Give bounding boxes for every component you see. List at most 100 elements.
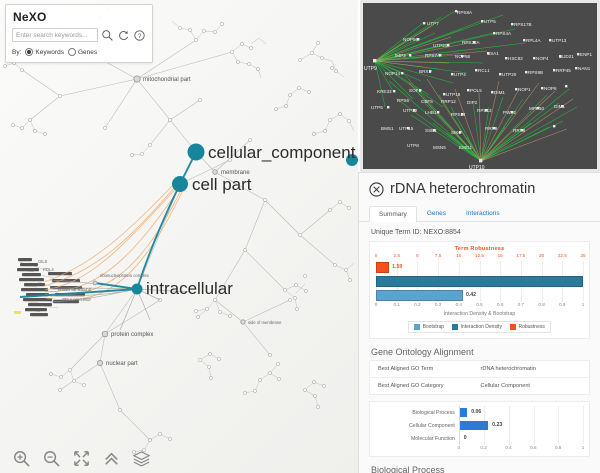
go-chart-bar (459, 408, 468, 417)
network-label-lhb1: DIM1 (554, 104, 565, 109)
go-term-value: rDNA heterochromatin (480, 366, 536, 372)
zoom-in-icon[interactable] (12, 449, 31, 468)
network-label-rps17b: RPS17B (514, 22, 532, 27)
network-label-brx1: BRX1 (419, 69, 431, 74)
chart-axis-bottom: 0 0.1 0.2 0.3 0.4 0.5 0.6 0.7 0.8 0.9 1 (375, 302, 585, 310)
section-title-go-alignment: Gene Ontology Alignment (371, 347, 474, 357)
search-by-label: By: (12, 48, 22, 56)
zoom-out-icon[interactable] (42, 449, 61, 468)
gridline (583, 419, 584, 432)
network-label-nop56: NOP56 (403, 37, 419, 42)
chart-xlabel: Interaction Density & Bootstrap (443, 311, 516, 317)
chart-bar-value: 0.42 (465, 292, 477, 298)
collapse-icon[interactable] (102, 449, 121, 468)
network-label-noc4: DIM1 (494, 90, 505, 95)
ontology-hub-nodes[interactable] (92, 75, 246, 366)
ontology-network-canvas[interactable]: cellular_component cell part intracellul… (0, 0, 358, 473)
go-axis-tick: 0.6 (530, 445, 537, 450)
chart-bar-bootstrap (376, 290, 463, 301)
go-axis-tick: 1 (581, 445, 585, 450)
close-icon[interactable] (369, 181, 384, 197)
fit-screen-icon[interactable] (72, 449, 91, 468)
radio-keywords-dot[interactable] (25, 48, 34, 56)
go-category-value: Cellular Component (480, 383, 530, 389)
network-label-sof1: UTP18 (446, 92, 461, 97)
network-label-utp13: UTP13 (552, 38, 567, 43)
network-label-bms1: BMS1 (381, 126, 394, 131)
go-chart-axis: 0 0.2 0.4 0.6 0.8 1 (457, 445, 585, 453)
search-by-row: By: Keywords Genes (12, 48, 146, 56)
axis-tick-bottom: 0.8 (538, 302, 545, 307)
network-nodes[interactable] (373, 10, 580, 163)
radio-genes-dot[interactable] (67, 48, 76, 56)
legend-label-interaction-density: Interaction Density (460, 324, 502, 330)
go-axis-tick: 0 (457, 445, 461, 450)
axis-tick-top: 15 (497, 253, 503, 258)
axis-tick-top: 7.5 (434, 253, 442, 258)
axis-tick-bottom: 0.3 (434, 302, 442, 307)
axis-tick-bottom: 0.9 (559, 302, 566, 307)
legend-item-bootstrap: Bootstrap (414, 324, 444, 330)
search-panel[interactable]: NeXO Enter search keywords... ? By: Keyw… (5, 4, 153, 63)
gridline (583, 406, 584, 419)
axis-tick-top: 2.5 (393, 253, 400, 258)
network-label-rpl4a: RPL4A (526, 38, 541, 43)
reset-icon[interactable] (117, 29, 130, 42)
ontology-leaf-clusters (3, 8, 355, 454)
network-label-utp21: UTP21 (433, 43, 448, 48)
axis-tick-top: 0 (374, 253, 378, 258)
layers-icon[interactable] (132, 449, 151, 468)
network-label-rrp6: RRP6 (513, 128, 526, 133)
network-label-rps8a: RPS8A (457, 10, 473, 15)
tab-interactions[interactable]: Interactions (465, 210, 500, 217)
ontology-graph[interactable]: cellular_component cell part intracellul… (0, 0, 358, 473)
go-chart-track: 0.23 (458, 419, 584, 432)
go-chart-value: 0.06 (471, 409, 482, 415)
network-node-labels: UTP9 UTP10 UTP7 RPS8A UTP5 RPS17B NOP56 … (364, 10, 592, 169)
legend-label-robustness: Robustness (518, 324, 545, 330)
term-id-label: Unique Term ID: NEXO:8854 (371, 229, 461, 236)
gene-network-graph[interactable]: UTP9 UTP10 UTP7 RPS8A UTP5 RPS17B NOP56 … (363, 3, 597, 169)
chart-bar-interaction-density (376, 276, 583, 287)
node-label-cellular-component: cellular_component (208, 143, 356, 162)
network-label-mpp10: MPP10 (529, 106, 545, 111)
legend-swatch-robustness (509, 324, 516, 330)
legend-swatch-interaction-density (452, 324, 459, 330)
axis-tick-top: 22.5 (557, 253, 567, 258)
network-label-bud21: BUD21 (559, 54, 574, 59)
tab-genes[interactable]: Genes (426, 210, 446, 217)
ontology-tree-edges (21, 17, 336, 441)
panel-tabs[interactable]: Summary Genes Interactions (359, 205, 600, 222)
network-label-nan1: NAN1 (578, 66, 591, 71)
axis-tick-top: 20 (539, 253, 545, 258)
axis-tick-bottom: 0.4 (455, 302, 462, 307)
ontology-node-labels: cellular_component cell part intracellul… (38, 77, 356, 367)
term-info-panel[interactable]: rDNA heterochromatin Summary Genes Inter… (358, 172, 600, 473)
network-label-rps14: LHB1 (425, 110, 437, 115)
selected-nodes[interactable] (131, 143, 359, 295)
tab-summary[interactable]: Summary (369, 206, 417, 222)
network-label-rps7a: RPS7A (425, 53, 441, 58)
network-edges (374, 10, 578, 162)
legend-item-robustness: Robustness (509, 324, 545, 330)
network-label-imp3: IMP3 (395, 53, 406, 58)
axis-tick-bottom: 1 (581, 302, 585, 307)
radio-keywords[interactable]: Keywords (25, 48, 64, 56)
gene-interaction-network-view[interactable]: UTP9 UTP10 UTP7 RPS8A UTP5 RPS17B NOP56 … (360, 0, 600, 172)
gridline (509, 419, 511, 432)
canvas-toolbar[interactable] (0, 443, 358, 473)
network-label-rps9b: RPS9B (528, 70, 543, 75)
radio-genes[interactable]: Genes (67, 48, 97, 56)
go-chart-category: Biological Process (412, 409, 455, 416)
node-label-ribonucleoprotein-complex: ribonucleoprotein complex (100, 273, 150, 278)
network-label-utp7: UTP7 (427, 21, 439, 26)
search-icon[interactable] (101, 29, 114, 42)
search-input[interactable]: Enter search keywords... (12, 28, 98, 42)
network-label-nop14: NOP14 (385, 71, 401, 76)
network-label-utp18: POL5 (470, 88, 482, 93)
network-label-rrp45: KRE33 (377, 89, 392, 94)
help-icon[interactable]: ? (133, 29, 146, 42)
node-label-rrna-precursor: rRNA precursor (62, 297, 91, 302)
page-title: rDNA heterochromatin (390, 181, 536, 197)
node-label-side-of-membrane: side of membrane (248, 320, 282, 325)
